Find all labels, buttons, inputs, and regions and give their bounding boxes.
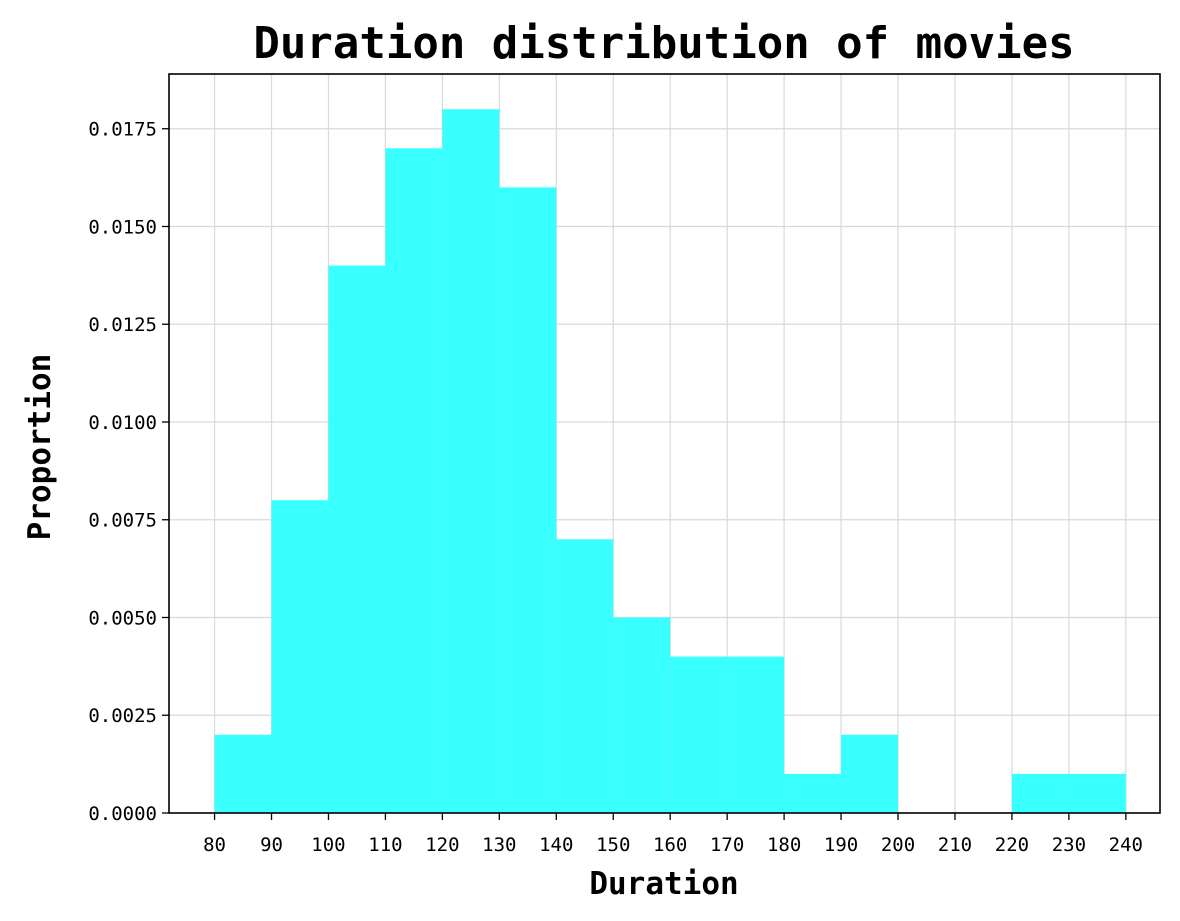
y-tick-label: 0.0150	[88, 216, 157, 238]
y-tick-label: 0.0000	[88, 803, 157, 825]
x-tick-label: 80	[203, 834, 226, 856]
x-tick-label: 150	[596, 834, 630, 856]
y-axis-label: Proportion	[22, 354, 58, 541]
x-tick-label: 130	[482, 834, 516, 856]
y-tick-label: 0.0100	[88, 412, 157, 434]
x-tick-label: 180	[767, 834, 801, 856]
x-tick-label: 170	[710, 834, 744, 856]
x-tick-label: 240	[1109, 834, 1143, 856]
axis-ticks: 0.0000 0.0025 0.0050 0.0075 0.0100 0.0125 0.01…	[88, 119, 1143, 856]
x-tick-label: 200	[881, 834, 915, 856]
x-axis-label: Duration	[589, 866, 738, 902]
y-tick-label: 0.0175	[88, 119, 157, 141]
y-tick-label: 0.0050	[88, 607, 157, 629]
histogram-bar	[1068, 773, 1126, 813]
x-tick-label: 90	[260, 834, 283, 856]
histogram-bar	[328, 265, 386, 813]
x-tick-label: 210	[938, 834, 972, 856]
histogram-bar	[442, 109, 500, 813]
x-tick-label: 190	[824, 834, 858, 856]
x-tick-label: 140	[539, 834, 573, 856]
histogram-bar	[271, 500, 329, 813]
histogram-bar	[727, 656, 785, 813]
y-tick-label: 0.0025	[88, 705, 157, 727]
histogram-bar	[613, 617, 671, 813]
chart-title: Duration distribution of movies	[253, 18, 1074, 69]
x-tick-label: 100	[311, 834, 345, 856]
histogram-bar	[1011, 773, 1069, 813]
histogram-bar	[670, 656, 728, 813]
histogram-bar	[556, 539, 614, 813]
x-tick-label: 110	[368, 834, 402, 856]
x-tick-label: 230	[1052, 834, 1086, 856]
histogram-bar	[214, 734, 272, 813]
histogram-bar	[385, 148, 443, 813]
plot-frame	[168, 73, 1161, 814]
histogram-bars	[214, 109, 1126, 813]
x-tick-label: 120	[425, 834, 459, 856]
x-tick-label: 160	[653, 834, 687, 856]
y-tick-label: 0.0075	[88, 510, 157, 532]
x-tick-label: 220	[995, 834, 1029, 856]
histogram-bar	[784, 773, 842, 813]
y-tick-label: 0.0125	[88, 314, 157, 336]
histogram-bar	[841, 734, 899, 813]
histogram-bar	[499, 187, 557, 813]
